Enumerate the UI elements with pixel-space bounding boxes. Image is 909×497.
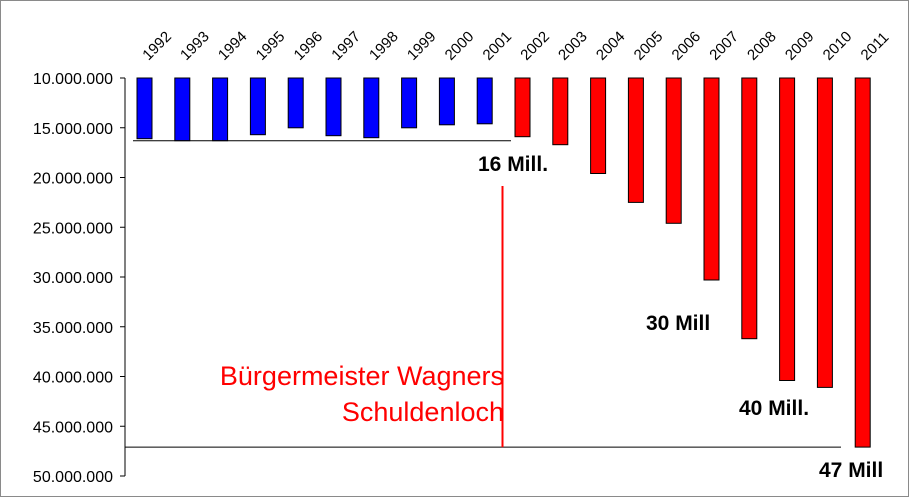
- x-tick-label-2004: 2004: [593, 28, 629, 64]
- y-tick-label: 15.000.000: [33, 121, 113, 138]
- x-tick-label-2011: 2011: [858, 29, 893, 64]
- y-tick-label: 30.000.000: [33, 270, 113, 287]
- bar-2004: [590, 77, 607, 174]
- x-tick-label-1992: 1992: [139, 28, 175, 64]
- annotation-40-mill: 40 Mill.: [739, 397, 809, 420]
- bar-2000: [438, 77, 455, 126]
- bars-group: [136, 77, 871, 448]
- bar-2011: [854, 77, 871, 448]
- bar-1994: [212, 77, 229, 142]
- x-tick-labels: 1992 1993 1994 1995 1996 1997 1998 1999 2000 2001…: [139, 28, 892, 64]
- y-tick-labels: 10.000.000 15.000.000 20.000.000 25.000.000…: [33, 71, 125, 486]
- y-tick-label: 40.000.000: [33, 370, 113, 387]
- y-tick-label: 45.000.000: [33, 419, 113, 436]
- x-tick-label-1994: 1994: [215, 28, 251, 64]
- y-tick-label: 50.000.000: [33, 469, 113, 486]
- bar-1993: [174, 77, 191, 142]
- bar-1998: [363, 77, 380, 139]
- bar-2007: [703, 77, 720, 281]
- x-tick-label-2005: 2005: [631, 28, 667, 64]
- x-tick-label-1996: 1996: [291, 28, 327, 64]
- chart-title-line-2: Schuldenloch: [342, 397, 504, 427]
- x-tick-label-2007: 2007: [706, 28, 742, 64]
- bar-2008: [741, 77, 758, 340]
- x-tick-label-2003: 2003: [555, 28, 591, 64]
- reference-lines: [125, 140, 841, 448]
- y-tick-label: 10.000.000: [33, 71, 113, 88]
- y-tick-label: 25.000.000: [33, 220, 113, 237]
- bar-2002: [514, 77, 531, 138]
- x-tick-label-2008: 2008: [744, 28, 780, 64]
- bar-2005: [627, 77, 644, 203]
- bar-1995: [249, 77, 266, 136]
- bar-1999: [401, 77, 418, 129]
- x-tick-label-1997: 1997: [328, 28, 364, 64]
- x-tick-label-2006: 2006: [669, 28, 705, 64]
- x-tick-label-2002: 2002: [517, 28, 553, 64]
- x-tick-label-2000: 2000: [442, 28, 478, 64]
- bar-2003: [552, 77, 569, 146]
- x-tick-label-1993: 1993: [177, 28, 213, 64]
- bar-1997: [325, 77, 342, 137]
- annotation-30-mill: 30 Mill: [646, 312, 710, 335]
- annotation-16-mill: 16 Mill.: [478, 153, 548, 176]
- y-tick-label: 35.000.000: [33, 320, 113, 337]
- bar-2009: [779, 77, 796, 381]
- x-tick-label-2001: 2001: [480, 28, 516, 64]
- bar-1996: [287, 77, 304, 129]
- x-tick-label-1998: 1998: [366, 28, 402, 64]
- bar-1992: [136, 77, 153, 140]
- x-tick-label-1995: 1995: [253, 28, 289, 64]
- x-tick-label-1999: 1999: [404, 28, 440, 64]
- x-tick-label-2010: 2010: [820, 28, 856, 64]
- y-tick-label: 20.000.000: [33, 171, 113, 188]
- bar-2001: [476, 77, 493, 125]
- bar-2010: [816, 77, 833, 388]
- chart-title-line-1: Bürgermeister Wagners: [220, 361, 504, 391]
- x-tick-label-2009: 2009: [782, 28, 818, 64]
- bar-2006: [665, 77, 682, 224]
- annotation-47-mill: 47 Mill: [819, 459, 883, 482]
